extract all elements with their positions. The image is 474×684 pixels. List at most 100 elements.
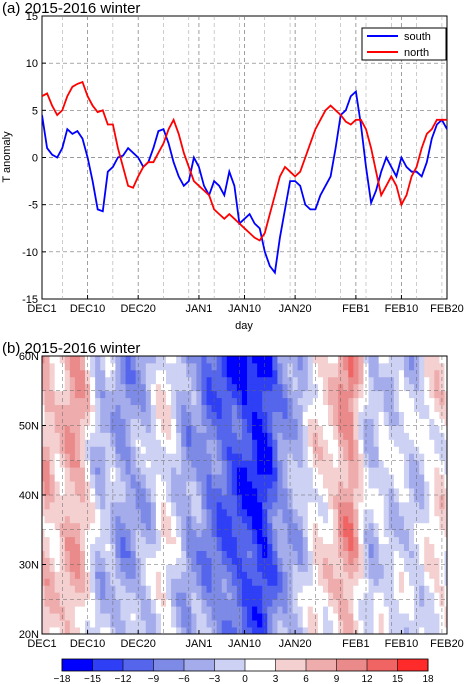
- heatmap-cell: [302, 390, 309, 399]
- heatmap-cell: [378, 606, 385, 614]
- heatmap-cell: [403, 411, 410, 419]
- heatmap-cell: [419, 557, 425, 565]
- heatmap-cell: [226, 467, 233, 475]
- heatmap-cell: [378, 453, 385, 461]
- heatmap-cell: [100, 501, 106, 510]
- heatmap-cell: [322, 481, 329, 489]
- heatmap-cell: [74, 446, 81, 454]
- chart-title-a: (a) 2015-2016 winter: [2, 0, 140, 17]
- heatmap-cell: [181, 474, 187, 482]
- heatmap-cell: [140, 369, 147, 378]
- heatmap-cell: [79, 578, 86, 586]
- heatmap-cell: [322, 474, 329, 482]
- heatmap-cell: [383, 564, 390, 572]
- heatmap-cell: [419, 578, 425, 586]
- heatmap-cell: [100, 522, 106, 531]
- heatmap-cell: [125, 620, 131, 628]
- heatmap-cell: [150, 432, 157, 440]
- heatmap-cell: [307, 383, 314, 392]
- heatmap-cell: [317, 390, 324, 399]
- heatmap-cell: [69, 613, 76, 621]
- heatmap-cell: [206, 592, 212, 600]
- heatmap-cell: [171, 404, 177, 412]
- heatmap-cell: [358, 481, 364, 489]
- heatmap-cell: [120, 495, 126, 503]
- legend-label-south: south: [404, 31, 431, 43]
- heatmap-cell: [171, 369, 177, 378]
- heatmap-cell: [348, 522, 354, 531]
- heatmap-cell: [307, 362, 314, 371]
- heatmap-cell: [54, 397, 61, 406]
- heatmap-cell: [155, 467, 162, 475]
- heatmap-cell: [206, 411, 212, 419]
- heatmap-cell: [358, 404, 364, 412]
- heatmap-cell: [49, 578, 56, 586]
- heatmap-cell: [444, 501, 447, 510]
- heatmap-cell: [216, 390, 223, 399]
- heatmap-cell: [297, 585, 304, 593]
- heatmap-cell: [196, 550, 202, 558]
- heatmap-cell: [282, 404, 288, 412]
- heatmap-cell: [444, 529, 447, 538]
- heatmap-cell: [90, 529, 96, 538]
- heatmap-cell: [307, 585, 314, 593]
- heatmap-cell: [292, 508, 299, 517]
- heatmap-cell: [328, 446, 334, 454]
- heatmap-cell: [373, 390, 380, 399]
- heatmap-cell: [130, 397, 137, 406]
- heatmap-cell: [231, 606, 238, 614]
- heatmap-cell: [221, 606, 228, 614]
- heatmap-cell: [95, 550, 101, 558]
- heatmap-cell: [95, 557, 101, 565]
- heatmap-cell: [393, 362, 400, 371]
- heatmap-cell: [267, 508, 273, 517]
- heatmap-cell: [403, 446, 410, 454]
- heatmap-cell: [247, 397, 253, 406]
- heatmap-cell: [226, 397, 233, 406]
- heatmap-cell: [226, 543, 233, 551]
- heatmap-cell: [368, 488, 374, 496]
- heatmap-cell: [257, 620, 263, 628]
- heatmap-cell: [398, 599, 405, 607]
- heatmap-cell: [196, 390, 202, 399]
- heatmap-cell: [221, 446, 228, 454]
- heatmap-cell: [434, 425, 440, 433]
- heatmap-cell: [434, 495, 440, 503]
- heatmap-cell: [247, 613, 253, 621]
- heatmap-cell: [191, 578, 197, 586]
- heatmap-cell: [120, 397, 126, 406]
- heatmap-cell: [247, 620, 253, 628]
- heatmap-cell: [231, 425, 238, 433]
- heatmap-cell: [64, 543, 71, 551]
- heatmap-cell: [409, 369, 415, 378]
- heatmap-cell: [272, 488, 278, 496]
- heatmap-cell: [115, 369, 121, 378]
- heatmap-cell: [429, 432, 435, 440]
- heatmap-cell: [267, 501, 273, 510]
- heatmap-cell: [231, 613, 238, 621]
- heatmap-cell: [216, 460, 223, 468]
- x-tick-label: JAN1: [185, 638, 212, 650]
- heatmap-cell: [155, 356, 162, 364]
- heatmap-cell: [166, 481, 172, 489]
- heatmap-cell: [49, 536, 56, 545]
- heatmap-cell: [343, 606, 349, 614]
- heatmap-cell: [272, 501, 278, 510]
- heatmap-cell: [373, 536, 380, 545]
- heatmap-cell: [130, 467, 137, 475]
- heatmap-cell: [302, 585, 309, 593]
- heatmap-cell: [150, 627, 157, 634]
- heatmap-cell: [252, 578, 258, 586]
- colorbar: −18 −15 −12 −9 −6 −3 0 3 6 9 12 15 18: [54, 658, 434, 684]
- heatmap-cell: [317, 356, 324, 364]
- heatmap-cell: [257, 397, 263, 406]
- heatmap-cell: [343, 508, 349, 517]
- heatmap-cell: [150, 495, 157, 503]
- heatmap-cell: [353, 432, 359, 440]
- heatmap-cell: [171, 627, 177, 634]
- heatmap-cell: [322, 585, 329, 593]
- heatmap-cell: [328, 425, 334, 433]
- heatmap-cell: [140, 488, 147, 496]
- heatmap-cell: [434, 515, 440, 524]
- heatmap-cell: [155, 446, 162, 454]
